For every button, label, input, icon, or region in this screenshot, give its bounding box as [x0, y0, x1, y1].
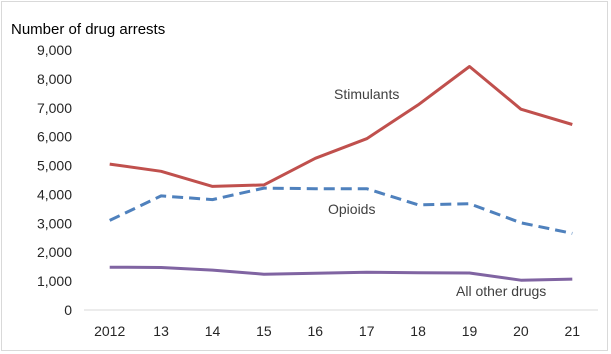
series-lines: [109, 65, 573, 282]
series-line-opioids: [109, 186, 573, 235]
y-tick-labels: 0 1,000 2,000 3,000 4,000 5,000 6,000 7,000 8,00…: [37, 42, 72, 318]
y-tick-label: 2,000: [37, 244, 72, 260]
series-labels: Stimulants Opioids All other drugs: [328, 86, 546, 299]
y-tick-label: 7,000: [37, 100, 72, 116]
y-tick-label: 5,000: [37, 158, 72, 174]
x-tick-label: 16: [308, 323, 324, 339]
x-tick-label: 19: [462, 323, 478, 339]
y-tick-label: 0: [64, 302, 72, 318]
y-tick-label: 8,000: [37, 71, 72, 87]
series-label-opioids: Opioids: [328, 201, 375, 217]
series-label-all-other-drugs: All other drugs: [456, 283, 546, 299]
x-tick-label: 14: [205, 323, 221, 339]
x-tick-label: 15: [256, 323, 272, 339]
series-line-stimulants: [109, 65, 573, 188]
series-label-stimulants: Stimulants: [334, 86, 399, 102]
x-tick-label: 21: [565, 323, 581, 339]
y-tick-label: 6,000: [37, 129, 72, 145]
y-tick-label: 9,000: [37, 42, 72, 58]
x-tick-label: 2012: [94, 323, 125, 339]
x-tick-labels: 2012 13 14 15 16 17 18 19 20 21: [94, 323, 580, 339]
x-tick-label: 18: [410, 323, 426, 339]
y-tick-label: 4,000: [37, 186, 72, 202]
x-tick-label: 17: [359, 323, 375, 339]
y-tick-label: 3,000: [37, 215, 72, 231]
x-tick-label: 20: [513, 323, 529, 339]
y-tick-label: 1,000: [37, 273, 72, 289]
series-line-all-other-drugs: [109, 265, 573, 282]
y-axis-title: Number of drug arrests: [11, 21, 165, 38]
x-tick-label: 13: [153, 323, 169, 339]
